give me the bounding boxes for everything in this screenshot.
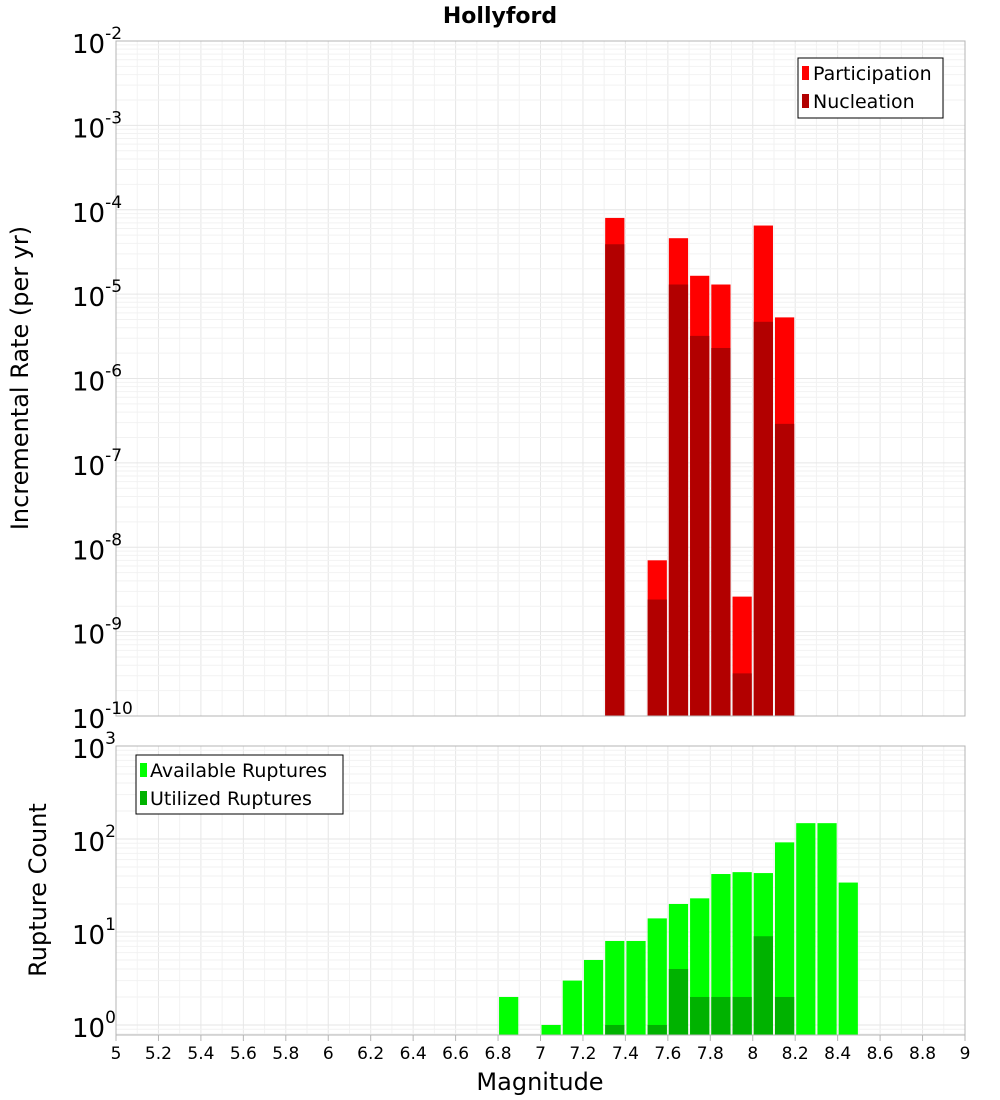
- rate-bar-nucleation: [711, 347, 731, 716]
- count-bar-utilized: [753, 936, 773, 1035]
- count-bar-available: [732, 872, 752, 1035]
- rate-y-tick-label: 10-7: [72, 446, 122, 482]
- count-bar-available: [647, 918, 667, 1035]
- x-tick-label: 7: [535, 1044, 546, 1064]
- x-tick-label: 5.2: [145, 1044, 172, 1064]
- rate-y-tick-label: 10-2: [72, 24, 122, 60]
- count-bar-utilized: [732, 996, 752, 1035]
- rate-y-axis-label: Incremental Rate (per yr): [6, 226, 34, 530]
- count-bar-utilized: [774, 996, 795, 1035]
- rate-plot-frame: [115, 40, 966, 717]
- rate-bar-nucleation: [732, 673, 752, 716]
- count-bar-utilized: [647, 1024, 667, 1035]
- rate-bar-nucleation: [647, 599, 667, 716]
- rate-grid: [116, 41, 965, 716]
- x-tick-label: 7.6: [654, 1044, 681, 1064]
- rate-y-ticks: 10-10 10-9 10-8 10-7 10-6 10-5 10-4 10-3 10-2: [72, 24, 133, 735]
- rate-y-tick-label: 10-3: [72, 108, 122, 144]
- count-bar-available: [583, 959, 604, 1035]
- rate-bar-nucleation: [753, 321, 773, 716]
- count-bar-available: [499, 996, 519, 1035]
- legend-participation-label: Participation: [813, 63, 932, 85]
- count-bar-available: [838, 882, 858, 1035]
- legend-available-swatch: [140, 763, 147, 777]
- count-bar-available: [541, 1024, 561, 1035]
- count-bar-available: [562, 980, 582, 1035]
- legend-utilized-swatch: [140, 791, 147, 805]
- count-bar-utilized: [690, 996, 710, 1035]
- rate-bars: [605, 217, 795, 717]
- x-axis-label: Magnitude: [476, 1068, 603, 1096]
- x-tick-label: 9: [960, 1044, 971, 1064]
- x-tick-label: 8: [747, 1044, 758, 1064]
- x-tick-label: 6.6: [442, 1044, 469, 1064]
- count-y-ticks: 100 101 102 103: [72, 729, 116, 1044]
- rate-y-tick-label: 10-8: [72, 530, 122, 566]
- count-bar-available: [796, 823, 816, 1035]
- x-tick-label: 7.2: [569, 1044, 596, 1064]
- rate-bar-nucleation: [690, 335, 710, 716]
- count-y-axis-label: Rupture Count: [24, 803, 52, 977]
- x-tick-label: 8.2: [782, 1044, 809, 1064]
- count-bars: [499, 823, 858, 1035]
- legend-participation-swatch: [802, 66, 809, 80]
- x-tick-label: 8.8: [909, 1044, 936, 1064]
- legend-nucleation-label: Nucleation: [813, 91, 915, 113]
- rate-y-tick-label: 10-6: [72, 362, 122, 398]
- x-tick-label: 6: [323, 1044, 334, 1064]
- rate-y-tick-label: 10-4: [72, 193, 122, 229]
- x-tick-label: 5.8: [272, 1044, 299, 1064]
- x-tick-label: 6.8: [485, 1044, 512, 1064]
- x-tick-label: 5.6: [230, 1044, 257, 1064]
- x-tick-label: 6.2: [357, 1044, 384, 1064]
- rate-bar-nucleation: [774, 423, 795, 716]
- count-bar-available: [626, 940, 646, 1035]
- legend-nucleation-swatch: [802, 94, 809, 108]
- legend-utilized-label: Utilized Ruptures: [150, 788, 312, 810]
- rate-legend: Participation Nucleation: [797, 57, 944, 119]
- x-tick-label: 5.4: [187, 1044, 214, 1064]
- rate-legend-box: [797, 57, 944, 119]
- rate-panel: 10-10 10-9 10-8 10-7 10-6 10-5 10-4 10-3 10-2 In…: [6, 24, 966, 735]
- count-y-tick-label: 103: [72, 729, 116, 765]
- count-y-tick-label: 102: [72, 822, 116, 858]
- rate-bar-nucleation: [605, 244, 625, 717]
- rate-bar-nucleation: [668, 284, 689, 716]
- x-ticks: 5 5.2 5.4 5.6 5.8 6 6.2 6.4 6.6 6.8 7 7.2 7.4 7.6 7.8 8…: [111, 1035, 971, 1064]
- count-panel: 100 101 102 103 Rupture Count Available Rup…: [24, 729, 970, 1064]
- x-tick-label: 8.4: [824, 1044, 851, 1064]
- x-tick-label: 6.4: [400, 1044, 427, 1064]
- x-tick-label: 5: [111, 1044, 122, 1064]
- count-y-tick-label: 100: [72, 1008, 116, 1044]
- count-legend: Available Ruptures Utilized Ruptures: [135, 754, 344, 815]
- count-y-tick-label: 101: [72, 915, 116, 951]
- rate-y-tick-label: 10-5: [72, 277, 122, 313]
- x-tick-label: 8.6: [867, 1044, 894, 1064]
- x-tick-label: 7.8: [697, 1044, 724, 1064]
- count-legend-box: [135, 754, 344, 815]
- legend-available-label: Available Ruptures: [150, 760, 327, 782]
- rate-y-tick-label: 10-9: [72, 615, 122, 651]
- count-bar-available: [605, 940, 625, 1035]
- count-bar-utilized: [605, 1024, 625, 1035]
- count-bar-utilized: [711, 996, 731, 1035]
- count-bar-available: [774, 842, 795, 1035]
- chart-title: Hollyford: [443, 4, 557, 29]
- count-bar-available: [711, 874, 731, 1035]
- count-bar-utilized: [668, 968, 689, 1035]
- count-bar-available: [817, 823, 837, 1035]
- x-tick-label: 7.4: [612, 1044, 639, 1064]
- rate-y-tick-label: 10-10: [72, 699, 133, 735]
